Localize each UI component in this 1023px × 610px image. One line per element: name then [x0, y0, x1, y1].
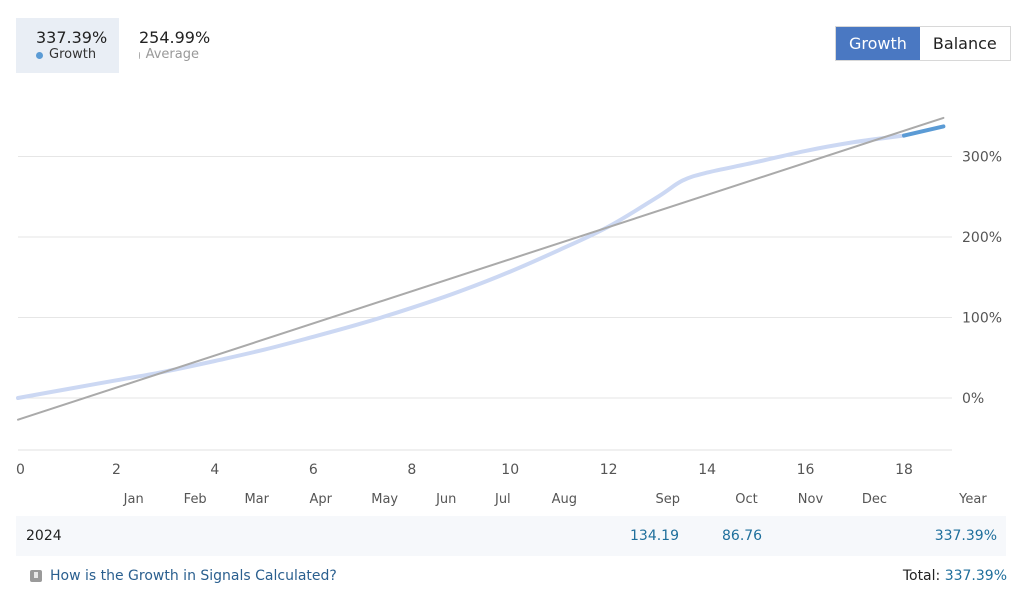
x-tick-label: 6 — [309, 462, 318, 478]
x-tick-label: 16 — [797, 462, 815, 478]
total-label: Total: — [902, 568, 941, 584]
x-tick-label: 14 — [698, 462, 716, 478]
series-line-average — [17, 116, 945, 421]
month-label: Mar — [244, 492, 269, 507]
month-label: Jul — [494, 492, 511, 507]
growth-dot-icon — [36, 51, 43, 59]
growth-value: 337.39% — [36, 28, 108, 47]
book-icon — [30, 570, 42, 582]
legend-growth[interactable]: 337.39% Growth — [16, 18, 119, 73]
total-summary: Total: 337.39% — [903, 568, 1007, 584]
month-label: Oct — [735, 492, 757, 507]
y-tick-label: 0% — [962, 391, 984, 407]
growth-label: Growth — [49, 47, 97, 62]
average-dot-icon — [139, 51, 140, 59]
year-label: 2024 — [26, 528, 62, 544]
x-tick-label: 10 — [501, 462, 519, 478]
legend-average[interactable]: 254.99% Average — [119, 18, 219, 73]
average-label-row: Average — [139, 47, 199, 63]
cell-year[interactable]: 337.39% — [934, 528, 997, 544]
x-tick-label: 8 — [407, 462, 416, 478]
month-label: Apr — [309, 492, 332, 507]
chart-mode-toggle: Growth Balance — [835, 26, 1011, 61]
month-label: Nov — [798, 492, 824, 507]
x-tick-label: 12 — [600, 462, 618, 478]
month-label: Sep — [655, 492, 680, 507]
month-label: Jun — [435, 492, 456, 507]
cell-sep[interactable]: 134.19 — [630, 528, 679, 544]
x-tick-label: 2 — [112, 462, 121, 478]
growth-calculation-link[interactable]: How is the Growth in Signals Calculated? — [30, 568, 337, 584]
y-tick-label: 100% — [962, 311, 1002, 327]
y-tick-label: 300% — [962, 150, 1002, 166]
year-row: 2024 134.19 86.76 337.39% — [16, 516, 1006, 556]
balance-toggle-button[interactable]: Balance — [919, 27, 1010, 60]
month-label: Year — [958, 492, 987, 507]
cell-oct[interactable]: 86.76 — [722, 528, 763, 544]
month-label: Dec — [862, 492, 887, 507]
x-tick-label: 4 — [210, 462, 219, 478]
average-value: 254.99% — [139, 28, 211, 47]
x-tick-label: 0 — [16, 462, 25, 478]
growth-calculation-link-text[interactable]: How is the Growth in Signals Calculated? — [50, 568, 337, 584]
series-line-growth-latest — [902, 124, 946, 138]
month-label: May — [371, 492, 398, 507]
growth-label-row: Growth — [36, 47, 99, 63]
x-tick-label: 18 — [895, 462, 913, 478]
growth-chart: 0% 100% 200% 300% 0 2 4 6 8 10 12 14 16 18 Jan Feb Mar Ap… — [16, 116, 1002, 507]
y-tick-label: 200% — [962, 230, 1002, 246]
average-label: Average — [145, 47, 199, 62]
total-value: 337.39% — [944, 568, 1007, 584]
month-label: Feb — [184, 492, 207, 507]
month-label: Aug — [552, 492, 577, 507]
month-label: Jan — [123, 492, 144, 507]
growth-toggle-button[interactable]: Growth — [836, 27, 920, 60]
